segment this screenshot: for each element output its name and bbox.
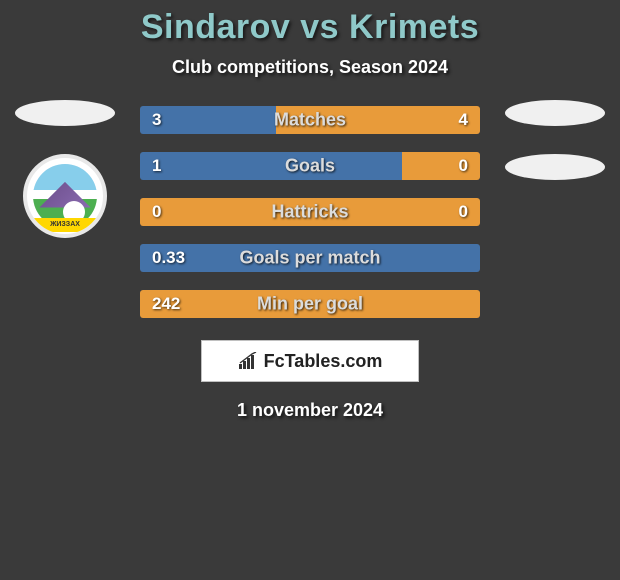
player-badge-placeholder bbox=[15, 100, 115, 126]
left-badges-column: ЖИЗЗАХ bbox=[10, 100, 120, 238]
brand-text: FcTables.com bbox=[264, 351, 383, 372]
stat-value-right: 0 bbox=[459, 156, 468, 176]
stats-area: ЖИЗЗАХ 3 4 Matches 1 0 Goals 0 0 Hattricks 0.33 Go… bbox=[0, 106, 620, 318]
brand-box: FcTables.com bbox=[201, 340, 419, 382]
player-badge-placeholder bbox=[505, 100, 605, 126]
stat-value-right: 0 bbox=[459, 202, 468, 222]
stat-label: Min per goal bbox=[257, 294, 363, 315]
stat-bar: 1 0 Goals bbox=[140, 152, 480, 180]
right-badges-column bbox=[500, 100, 610, 180]
stat-label: Goals per match bbox=[239, 248, 380, 269]
footer-date: 1 november 2024 bbox=[0, 400, 620, 421]
stat-value-right: 4 bbox=[459, 110, 468, 130]
stat-value-left: 0 bbox=[152, 202, 161, 222]
stat-bar: 0.33 Goals per match bbox=[140, 244, 480, 272]
crest-banner: ЖИЗЗАХ bbox=[31, 218, 99, 232]
stat-bar: 0 0 Hattricks bbox=[140, 198, 480, 226]
stat-bar-right bbox=[402, 152, 480, 180]
stat-value-left: 3 bbox=[152, 110, 161, 130]
club-crest: ЖИЗЗАХ bbox=[23, 154, 107, 238]
comparison-card: Sindarov vs Krimets Club competitions, S… bbox=[0, 0, 620, 421]
stat-value-left: 242 bbox=[152, 294, 180, 314]
stat-bar: 3 4 Matches bbox=[140, 106, 480, 134]
comparison-bars: 3 4 Matches 1 0 Goals 0 0 Hattricks 0.33 Goals per… bbox=[140, 106, 480, 318]
stat-value-left: 1 bbox=[152, 156, 161, 176]
stat-value-left: 0.33 bbox=[152, 248, 185, 268]
club-badge-placeholder bbox=[505, 154, 605, 180]
chart-icon bbox=[238, 352, 260, 370]
stat-label: Hattricks bbox=[271, 202, 348, 223]
stat-bar-left bbox=[140, 152, 402, 180]
stat-label: Goals bbox=[285, 156, 335, 177]
stat-label: Matches bbox=[274, 110, 346, 131]
stat-bar: 242 Min per goal bbox=[140, 290, 480, 318]
page-title: Sindarov vs Krimets bbox=[0, 8, 620, 47]
subtitle: Club competitions, Season 2024 bbox=[0, 57, 620, 78]
